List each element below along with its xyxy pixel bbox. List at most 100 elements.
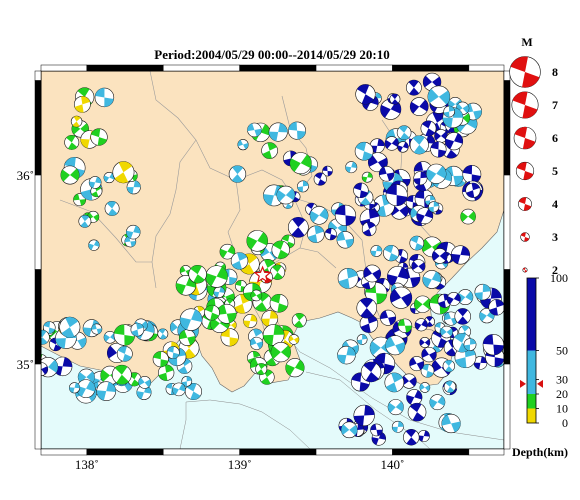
- focal-mechanism: [340, 421, 358, 439]
- focal-mechanism: [181, 375, 193, 387]
- focal-mechanism: [431, 248, 448, 264]
- focal-mechanism: [103, 171, 115, 184]
- x-tick-label: 139˚: [228, 457, 252, 472]
- focal-mechanism: [188, 265, 207, 284]
- focal-mechanism: [64, 134, 80, 150]
- focal-mechanism: [417, 429, 430, 443]
- focal-mechanism: [407, 402, 427, 422]
- map-panel: 138˚ 139˚ 140˚ 36˚ 35˚: [17, 64, 511, 472]
- focal-mechanism: [356, 334, 368, 345]
- focal-mechanism: [41, 329, 50, 345]
- focal-mechanism: [228, 165, 247, 183]
- focal-mechanism: [230, 252, 249, 270]
- focal-mechanism: [345, 161, 358, 174]
- focal-mechanism: [385, 184, 408, 207]
- focal-mechanism: [288, 334, 300, 345]
- depth-band: [527, 278, 536, 351]
- focal-mechanism: [359, 314, 379, 333]
- focal-mechanism: [268, 122, 288, 142]
- focal-mechanism: [297, 180, 309, 193]
- magnitude-legend: M 8 7 6 5 4 3 2: [509, 35, 558, 277]
- focal-mechanism: [397, 318, 413, 333]
- focal-mechanism: [429, 394, 446, 411]
- magnitude-legend-symbol: [522, 267, 528, 273]
- magnitude-legend-symbol: [509, 56, 541, 88]
- focal-mechanism: [355, 84, 376, 105]
- focal-mechanism: [219, 243, 236, 260]
- focal-mechanism: [387, 266, 409, 288]
- focal-mechanism: [152, 351, 169, 368]
- focal-mechanism: [441, 413, 461, 434]
- focal-mechanism: [428, 201, 440, 213]
- focal-mechanism: [91, 323, 103, 335]
- focal-mechanism: [370, 423, 383, 437]
- magnitude-legend-symbol: [520, 232, 530, 242]
- focal-mechanism: [249, 336, 264, 350]
- focal-mechanism: [474, 283, 491, 301]
- focal-mechanism: [334, 204, 357, 227]
- focal-mechanism: [403, 429, 420, 446]
- focal-mechanism: [420, 120, 437, 137]
- focal-mechanism: [78, 214, 92, 228]
- focal-mechanism: [465, 182, 481, 198]
- focal-mechanism: [271, 240, 290, 259]
- focal-mechanism: [409, 135, 429, 155]
- focal-mechanism: [389, 93, 401, 105]
- focal-mechanism: [361, 221, 377, 237]
- magnitude-legend-label: 4: [552, 197, 558, 211]
- focal-mechanism: [73, 95, 91, 113]
- focal-mechanism: [396, 125, 412, 140]
- focal-mechanism: [380, 309, 397, 326]
- focal-mechanism: [104, 201, 120, 216]
- focal-mechanism: [356, 297, 378, 319]
- magnitude-legend-symbol: [511, 91, 539, 119]
- depth-band: [527, 350, 536, 394]
- focal-mechanism: [291, 312, 307, 328]
- focal-mechanism: [237, 139, 249, 151]
- focal-mechanism: [243, 314, 258, 329]
- focal-mechanism: [426, 163, 447, 184]
- focal-mechanism: [420, 364, 435, 378]
- focal-mechanism: [419, 337, 431, 348]
- depth-tick-label: 20: [556, 387, 568, 401]
- depth-tick-label: 10: [556, 402, 568, 416]
- mainshock-star: [253, 265, 272, 283]
- figure-title: Period:2004/05/29 00:00--2014/05/29 20:1…: [154, 47, 389, 62]
- focal-mechanism: [411, 259, 426, 274]
- focal-mechanism: [276, 185, 296, 205]
- depth-tick-label: 0: [562, 416, 568, 430]
- focal-mechanism: [413, 171, 428, 186]
- focal-mechanism: [262, 324, 285, 346]
- focal-mechanism: [166, 346, 180, 360]
- magnitude-legend-label: 5: [552, 164, 558, 178]
- depth-tick-label: 100: [550, 271, 568, 285]
- focal-mechanism: [363, 264, 382, 283]
- focal-mechanism: [179, 308, 203, 331]
- focal-mechanism: [391, 420, 404, 433]
- magnitude-legend-symbol: [513, 126, 537, 150]
- focal-mechanism: [450, 245, 471, 265]
- focal-mechanism: [289, 152, 312, 175]
- depth-marker-right: [537, 379, 543, 388]
- x-tick-label: 138˚: [75, 457, 99, 472]
- focal-mechanism: [389, 286, 413, 309]
- focal-mechanism: [405, 79, 422, 96]
- focal-mechanism: [369, 138, 385, 154]
- focal-mechanism: [360, 361, 382, 383]
- depth-band: [527, 408, 536, 423]
- focal-mechanism: [413, 295, 432, 313]
- focal-mechanism: [88, 239, 100, 251]
- focal-mechanism: [409, 97, 429, 116]
- focal-mechanism: [158, 364, 175, 381]
- focal-mechanism: [285, 358, 305, 378]
- focal-mechanism: [60, 165, 80, 185]
- focal-mechanism: [94, 87, 115, 108]
- focal-mechanism: [361, 171, 373, 183]
- focal-mechanism: [178, 329, 196, 346]
- focal-mechanism: [96, 381, 117, 401]
- focal-mechanism: [157, 328, 169, 340]
- focal-mechanism: [324, 228, 337, 241]
- focal-mechanism: [322, 165, 333, 177]
- focal-mechanism: [220, 328, 239, 347]
- magnitude-legend-label: 6: [552, 131, 558, 145]
